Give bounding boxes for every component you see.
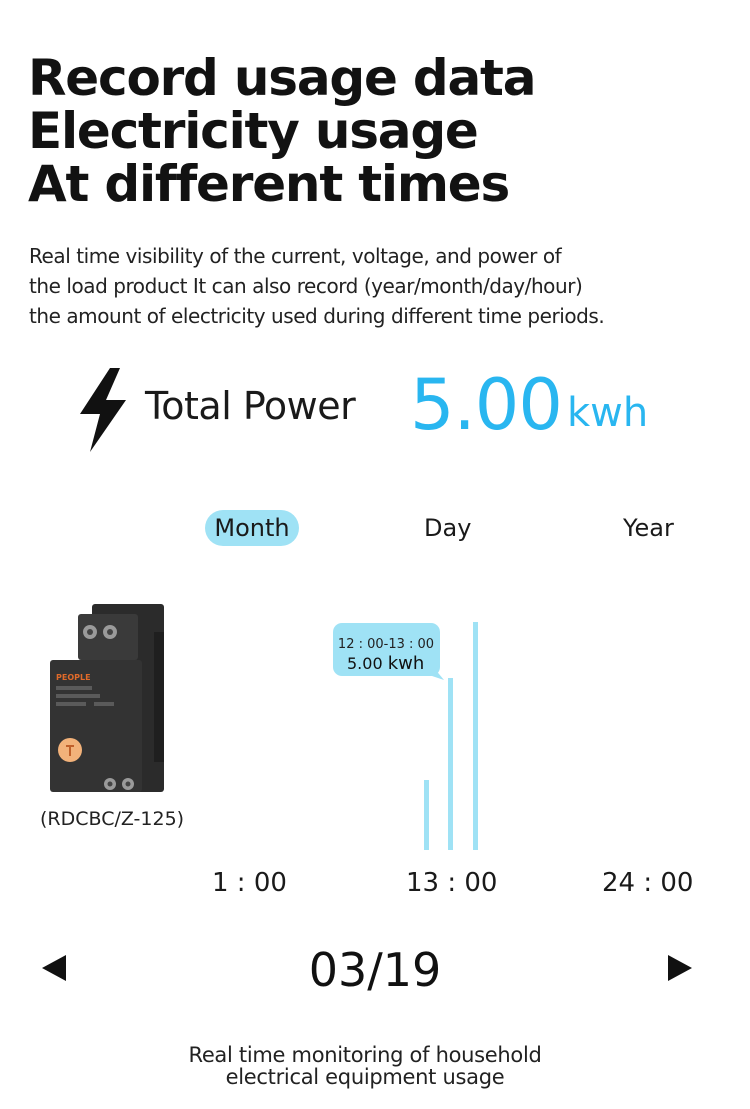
- device-brand-text: PEOPLE: [56, 673, 91, 682]
- total-power-unit: kwh: [567, 390, 649, 436]
- tab-year[interactable]: Year: [623, 514, 674, 542]
- description: Real time visibility of the current, vol…: [29, 241, 729, 331]
- caption-line: electrical equipment usage: [225, 1065, 505, 1089]
- description-line: the amount of electricity used during di…: [29, 304, 605, 328]
- x-tick-label: 24 : 00: [602, 868, 694, 898]
- headline-line: Electricity usage: [28, 102, 479, 160]
- next-date-arrow[interactable]: [668, 955, 692, 981]
- description-line: Real time visibility of the current, vol…: [29, 244, 562, 268]
- previous-date-arrow[interactable]: [42, 955, 66, 981]
- circuit-breaker-image: PEOPLE: [50, 604, 164, 792]
- tooltip-value: 5.00: [347, 654, 383, 673]
- x-tick-label: 1 : 00: [212, 868, 287, 898]
- chart-bar: [424, 780, 429, 850]
- tooltip-unit: kwh: [388, 653, 425, 674]
- lightning-bolt-icon: [80, 368, 126, 452]
- usage-chart: 12 : 00-13 : 00 5.00 kwh: [333, 622, 478, 850]
- total-power-label: Total Power: [145, 384, 356, 428]
- caption-line: Real time monitoring of household: [188, 1043, 542, 1067]
- tooltip-time: 12 : 00-13 : 00: [338, 637, 434, 652]
- description-line: the load product It can also record (yea…: [29, 274, 583, 298]
- chart-tooltip: 12 : 00-13 : 00 5.00 kwh: [333, 623, 444, 680]
- caption: Real time monitoring of household electr…: [0, 1044, 730, 1088]
- current-date: 03/19: [308, 943, 442, 997]
- svg-text:5.00 kwh: 5.00 kwh: [347, 653, 424, 674]
- headline-line: Record usage data: [28, 49, 536, 107]
- tab-month[interactable]: Month: [205, 510, 299, 546]
- total-power-value: 5.00: [410, 364, 563, 446]
- chart-bar: [473, 622, 478, 850]
- headline: Record usage data Electricity usage At d…: [28, 49, 536, 213]
- tab-day[interactable]: Day: [424, 514, 472, 542]
- x-tick-label: 13 : 00: [406, 868, 498, 898]
- headline-line: At different times: [28, 155, 510, 213]
- device-model-label: (RDCBC/Z-125): [40, 808, 185, 830]
- chart-bar: [448, 678, 453, 850]
